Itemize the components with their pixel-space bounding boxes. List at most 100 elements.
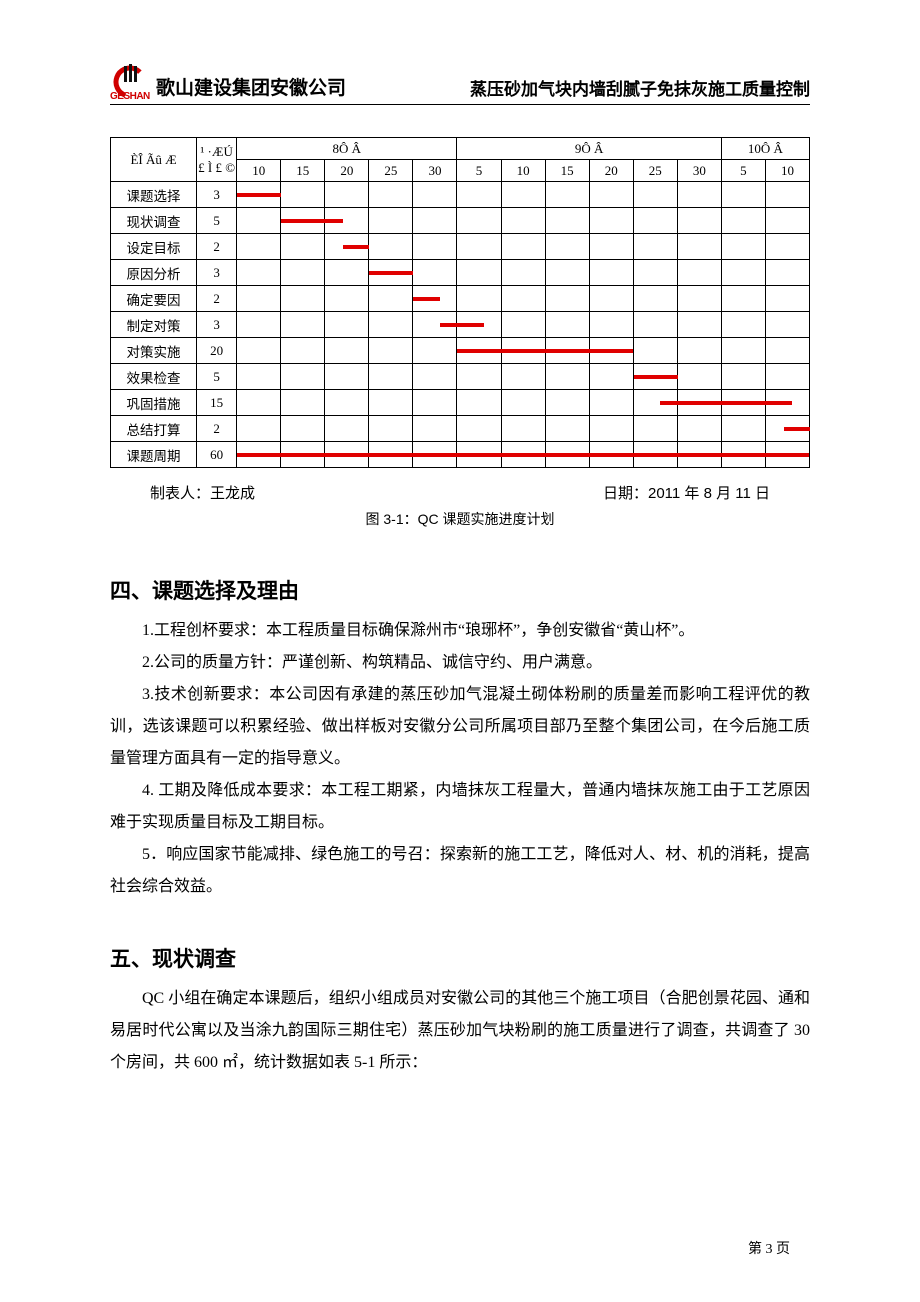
gantt-cell xyxy=(325,390,369,416)
gantt-cell xyxy=(765,286,809,312)
gantt-cell xyxy=(325,338,369,364)
gantt-cell xyxy=(457,442,501,468)
gantt-meta: 制表人：王龙成 日期：2011 年 8 月 11 日 xyxy=(150,482,770,503)
gantt-task-dur: 2 xyxy=(197,286,237,312)
gantt-cell xyxy=(325,182,369,208)
gantt-cell xyxy=(721,312,765,338)
gantt-task-name: 总结打算 xyxy=(111,416,197,442)
gantt-task-dur: 2 xyxy=(197,234,237,260)
gantt-h-dur: ¹ ·ÆÚ £ Ì £ © xyxy=(197,138,237,182)
gantt-cell xyxy=(237,442,281,468)
gantt-cell xyxy=(237,260,281,286)
header-doc-title: 蒸压砂加气块内墙刮腻子免抹灰施工质量控制 xyxy=(470,75,810,100)
gantt-cell xyxy=(545,416,589,442)
gantt-chart: ÈÎ Ãû Æ ¹ ·ÆÚ £ Ì £ © 8Ô Â 9Ô Â 10Ô Â 10… xyxy=(110,137,810,468)
gantt-cell xyxy=(457,260,501,286)
gantt-day-4: 30 xyxy=(413,160,457,182)
gantt-cell xyxy=(589,442,633,468)
gantt-cell xyxy=(633,390,677,416)
gantt-cell xyxy=(677,234,721,260)
gantt-day-6: 10 xyxy=(501,160,545,182)
s4-p1: 1.工程创杯要求：本工程质量目标确保滁州市“琅琊杯”，争创安徽省“黄山杯”。 xyxy=(110,615,810,647)
gantt-task-dur: 20 xyxy=(197,338,237,364)
gantt-task-name: 效果检查 xyxy=(111,364,197,390)
gantt-cell xyxy=(677,182,721,208)
gantt-task-name: 课题选择 xyxy=(111,182,197,208)
gantt-cell xyxy=(281,286,325,312)
gantt-cell xyxy=(501,442,545,468)
gantt-task-dur: 3 xyxy=(197,260,237,286)
gantt-cell xyxy=(325,260,369,286)
gantt-cell xyxy=(237,208,281,234)
gantt-cell xyxy=(369,390,413,416)
gantt-cell xyxy=(589,416,633,442)
gantt-cell xyxy=(765,182,809,208)
gantt-cell xyxy=(413,260,457,286)
gantt-cell xyxy=(633,260,677,286)
gantt-cell xyxy=(721,442,765,468)
gantt-bar xyxy=(343,245,369,249)
gantt-task-dur: 3 xyxy=(197,312,237,338)
gantt-cell xyxy=(325,312,369,338)
gantt-bar xyxy=(634,375,678,379)
gantt-cell xyxy=(721,286,765,312)
gantt-month-1: 9Ô Â xyxy=(457,138,721,160)
gantt-cell xyxy=(325,208,369,234)
gantt-cell xyxy=(633,442,677,468)
gantt-cell xyxy=(633,234,677,260)
gantt-cell xyxy=(281,260,325,286)
gantt-cell xyxy=(237,390,281,416)
gantt-cell xyxy=(545,312,589,338)
gantt-cell xyxy=(413,234,457,260)
gantt-day-5: 5 xyxy=(457,160,501,182)
gantt-month-2: 10Ô Â xyxy=(721,138,809,160)
gantt-cell xyxy=(237,286,281,312)
gantt-cell xyxy=(413,338,457,364)
gantt-cell xyxy=(765,234,809,260)
gantt-day-2: 20 xyxy=(325,160,369,182)
gantt-cell xyxy=(545,442,589,468)
gantt-cell xyxy=(369,234,413,260)
s4-p2: 2.公司的质量方针：严谨创新、构筑精品、诚信守约、用户满意。 xyxy=(110,647,810,679)
gantt-task-name: 制定对策 xyxy=(111,312,197,338)
gantt-cell xyxy=(501,364,545,390)
gantt-row: 确定要因2 xyxy=(111,286,810,312)
gantt-cell xyxy=(237,182,281,208)
gantt-cell xyxy=(501,234,545,260)
gantt-cell xyxy=(369,208,413,234)
section5-body: QC 小组在确定本课题后，组织小组成员对安徽公司的其他三个施工项目（合肥创景花园… xyxy=(110,983,810,1079)
gantt-cell xyxy=(237,234,281,260)
section5-title: 五、现状调查 xyxy=(110,943,810,973)
page-footer: 第 3 页 xyxy=(748,1238,790,1258)
gantt-cell xyxy=(281,390,325,416)
gantt-task-dur: 3 xyxy=(197,182,237,208)
gantt-bar xyxy=(369,271,413,275)
gantt-cell xyxy=(677,312,721,338)
gantt-cell xyxy=(237,416,281,442)
gantt-cell xyxy=(677,364,721,390)
gantt-cell xyxy=(325,416,369,442)
gantt-cell xyxy=(589,208,633,234)
gantt-row: 现状调查5 xyxy=(111,208,810,234)
gantt-cell xyxy=(633,312,677,338)
s4-p3: 3.技术创新要求：本公司因有承建的蒸压砂加气混凝土砌体粉刷的质量差而影响工程评优… xyxy=(110,679,810,775)
gantt-day-10: 30 xyxy=(677,160,721,182)
gantt-cell xyxy=(721,260,765,286)
gantt-cell xyxy=(369,364,413,390)
gantt-task-dur: 2 xyxy=(197,416,237,442)
s4-p4: 4. 工期及降低成本要求：本工程工期紧，内墙抹灰工程量大，普通内墙抹灰施工由于工… xyxy=(110,775,810,839)
gantt-task-name: 对策实施 xyxy=(111,338,197,364)
gantt-row: 总结打算2 xyxy=(111,416,810,442)
gantt-bar xyxy=(237,193,281,197)
gantt-cell xyxy=(677,338,721,364)
gantt-cell xyxy=(501,312,545,338)
gantt-cell xyxy=(721,182,765,208)
gantt-cell xyxy=(413,442,457,468)
gantt-day-3: 25 xyxy=(369,160,413,182)
gantt-row: 设定目标2 xyxy=(111,234,810,260)
s4-p5: 5．响应国家节能减排、绿色施工的号召：探索新的施工工艺，降低对人、材、机的消耗，… xyxy=(110,839,810,903)
gantt-cell xyxy=(765,416,809,442)
gantt-cell xyxy=(281,364,325,390)
gantt-cell xyxy=(765,208,809,234)
gantt-cell xyxy=(545,234,589,260)
